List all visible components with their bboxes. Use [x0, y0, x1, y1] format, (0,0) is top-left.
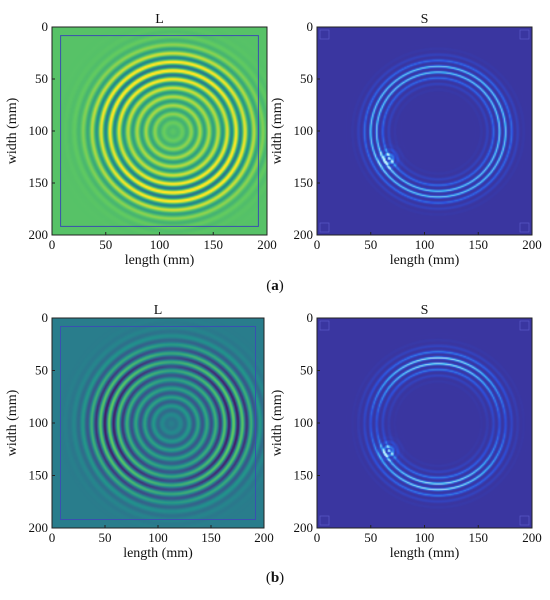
panel-caption: (b) [266, 570, 284, 586]
x-tick-label: 150 [469, 237, 489, 252]
x-axis-label: length (mm) [390, 546, 460, 561]
x-tick-label: 0 [314, 237, 321, 252]
plot-title: S [421, 12, 429, 27]
x-axis-label: length (mm) [123, 546, 193, 561]
x-tick-label: 150 [204, 237, 224, 252]
y-tick-label: 200 [29, 227, 49, 242]
x-tick-label: 0 [49, 530, 56, 545]
y-axis-label: width (mm) [270, 97, 285, 164]
x-tick-label: 150 [201, 530, 221, 545]
y-tick-label: 100 [29, 415, 49, 430]
y-tick-label: 150 [29, 175, 49, 190]
x-tick-label: 100 [415, 530, 435, 545]
y-tick-label: 0 [42, 310, 49, 325]
x-tick-label: 100 [150, 237, 170, 252]
x-tick-label: 100 [148, 530, 168, 545]
y-tick-label: 100 [294, 123, 314, 138]
field-heatmap [52, 318, 264, 528]
y-tick-label: 0 [42, 19, 49, 34]
field-heatmap [52, 27, 267, 235]
corner-marker [519, 320, 530, 331]
absorbing-boundary [59, 325, 257, 521]
panel-caption: (a) [266, 278, 284, 294]
corner-marker [519, 222, 530, 233]
y-tick-label: 100 [294, 415, 314, 430]
y-tick-label: 150 [29, 468, 49, 483]
plot-title: S [421, 303, 429, 318]
y-tick-label: 50 [300, 363, 313, 378]
plot-title: L [154, 303, 163, 318]
field-heatmap [317, 27, 532, 235]
caption-open: ( [266, 570, 271, 586]
corner-marker [319, 515, 330, 526]
x-tick-label: 0 [49, 237, 56, 252]
x-tick-label: 200 [522, 530, 542, 545]
y-tick-label: 0 [307, 310, 314, 325]
caption-open: ( [266, 278, 271, 294]
y-tick-label: 0 [307, 19, 314, 34]
y-tick-label: 200 [294, 227, 314, 242]
corner-marker [319, 29, 330, 40]
x-tick-label: 50 [99, 530, 112, 545]
corner-marker [319, 222, 330, 233]
corner-marker [319, 320, 330, 331]
y-tick-label: 150 [294, 468, 314, 483]
y-tick-label: 150 [294, 175, 314, 190]
caption-letter: a [271, 278, 279, 294]
x-tick-label: 50 [99, 237, 112, 252]
caption-close: ) [279, 278, 284, 294]
x-tick-label: 200 [522, 237, 542, 252]
y-tick-label: 200 [294, 520, 314, 535]
x-tick-label: 50 [364, 237, 377, 252]
y-tick-label: 100 [29, 123, 49, 138]
corner-marker [519, 515, 530, 526]
plot-title: L [155, 12, 164, 27]
y-tick-label: 200 [29, 520, 49, 535]
y-tick-label: 50 [35, 363, 48, 378]
absorbing-boundary [60, 35, 259, 227]
caption-close: ) [279, 570, 284, 586]
x-axis-label: length (mm) [125, 253, 195, 268]
field-heatmap [317, 318, 532, 528]
x-tick-label: 50 [364, 530, 377, 545]
y-tick-label: 50 [35, 71, 48, 86]
x-tick-label: 200 [257, 237, 277, 252]
caption-letter: b [271, 570, 279, 586]
corner-marker [519, 29, 530, 40]
x-axis-label: length (mm) [390, 253, 460, 268]
x-tick-label: 0 [314, 530, 321, 545]
x-tick-label: 100 [415, 237, 435, 252]
y-axis-label: width (mm) [270, 389, 285, 456]
y-axis-label: width (mm) [5, 389, 20, 456]
x-tick-label: 200 [254, 530, 274, 545]
y-tick-label: 50 [300, 71, 313, 86]
y-axis-label: width (mm) [5, 97, 20, 164]
x-tick-label: 150 [469, 530, 489, 545]
